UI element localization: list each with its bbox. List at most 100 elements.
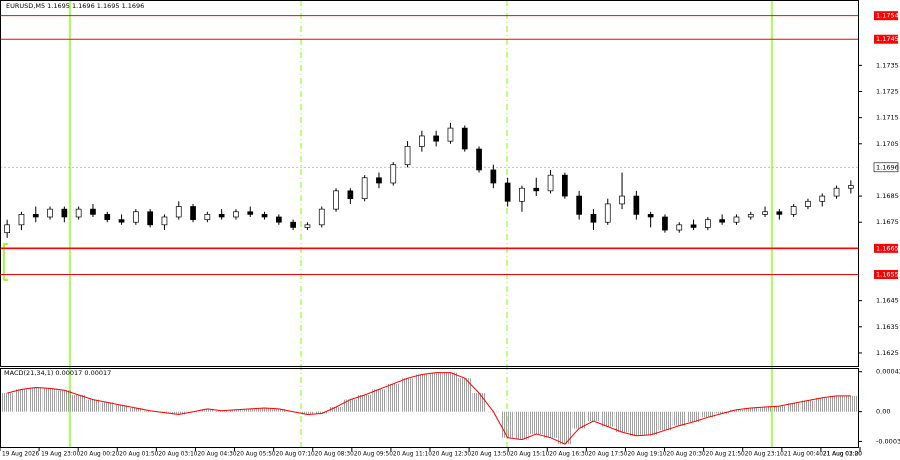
candle-body: [304, 224, 311, 228]
macd-bar: [658, 411, 672, 431]
candle-body: [847, 185, 854, 189]
macd-bar: [415, 374, 429, 412]
macd-bar: [515, 411, 529, 440]
macd-bar: [429, 372, 443, 412]
macd-bar: [729, 409, 744, 412]
candle-body: [247, 211, 254, 215]
candle-body: [447, 127, 454, 142]
x-tick-label: 20 Aug 08:30: [315, 452, 354, 458]
x-tick-label: 20 Aug 15:10: [510, 452, 549, 458]
candle-body: [318, 208, 325, 226]
candle-body: [719, 219, 726, 223]
x-tick-label: 20 Aug 05:50: [237, 452, 276, 458]
macd-bar: [272, 408, 286, 412]
candle-body: [333, 190, 339, 210]
macd-bar: [72, 394, 86, 412]
level-box: [874, 11, 898, 21]
candle-body: [218, 214, 225, 218]
macd-bar: [686, 411, 701, 422]
candle-body: [361, 177, 368, 200]
candle-body: [733, 216, 740, 223]
macd-bar: [29, 387, 43, 412]
candle-body: [547, 174, 554, 192]
macd-bar: [14, 389, 29, 412]
candle-body: [90, 208, 96, 215]
level-label: 1.1665: [876, 244, 899, 252]
last-price-box: [873, 162, 899, 173]
candle-body: [833, 187, 840, 197]
y-tick-label: 1.1675: [876, 218, 899, 226]
x-tick-label: 20 Aug 07:10: [276, 452, 315, 458]
x-tick-label: 20 Aug 17:50: [588, 452, 627, 458]
level-box: [874, 270, 898, 279]
price-frame: [0, 0, 859, 367]
macd-bar: [458, 378, 472, 412]
macd-bar: [815, 397, 829, 412]
x-tick-label: 20 Aug 00:20: [80, 452, 119, 458]
y-tick-label: 1.1715: [876, 114, 899, 122]
macd-bar: [100, 402, 114, 412]
macd-bar: [129, 407, 143, 412]
macd-bar: [300, 411, 315, 415]
x-tick-label: 20 Aug 20:30: [667, 452, 706, 458]
macd-bar: [315, 411, 329, 414]
x-tick-label: 20 Aug 16:30: [549, 452, 588, 458]
macd-bar: [758, 407, 772, 412]
x-tick-label: 20 Aug 01:50: [119, 452, 158, 458]
candle-body: [147, 211, 153, 226]
macd-bar: [472, 393, 486, 412]
macd-bar: [229, 409, 243, 412]
candle-body: [647, 214, 654, 218]
candle-body: [133, 211, 139, 223]
y-tick-label: 0.00043: [876, 368, 900, 376]
candle-body: [61, 208, 68, 218]
macd-bar: [744, 407, 758, 412]
macd-bar: [257, 407, 272, 412]
candle-body: [819, 195, 826, 202]
y-tick-label: 1.1735: [876, 61, 899, 69]
macd-bar: [615, 411, 629, 433]
candle-body: [161, 216, 168, 226]
level-label: 1.1655: [876, 271, 899, 279]
candle-body: [776, 211, 783, 215]
macd-bar: [586, 411, 601, 421]
candle-body: [376, 177, 382, 184]
x-tick-label: 20 Aug 21:50: [706, 452, 745, 458]
candle-body: [576, 195, 583, 215]
level-box: [874, 243, 898, 253]
candle-body: [504, 182, 511, 202]
macd-bar: [543, 411, 558, 438]
candle-body: [290, 221, 296, 228]
y-tick-label: 1.1625: [876, 349, 899, 357]
candle-body: [104, 214, 111, 220]
candle-body: [533, 187, 540, 192]
candle-body: [690, 224, 697, 228]
candle-body: [433, 135, 439, 142]
candle-body: [762, 211, 768, 215]
macd-bar: [443, 372, 458, 412]
y-tick-label: 1.1645: [876, 297, 899, 305]
candle-body: [118, 219, 125, 223]
candle-body: [233, 211, 239, 218]
candle-body: [590, 214, 597, 223]
candle-body: [790, 206, 797, 215]
candle-body: [662, 216, 668, 231]
macd-bar: [701, 411, 715, 418]
y-tick-label: 1.1635: [876, 323, 899, 331]
macd-bar: [715, 411, 729, 414]
macd-bar: [343, 399, 357, 412]
x-tick-label: 19 Aug 23:00: [41, 452, 80, 458]
macd-bar: [386, 383, 400, 412]
level-label: 1.1754: [876, 12, 899, 20]
candle-body: [604, 203, 611, 223]
candle-body: [390, 164, 397, 184]
x-tick-label: 21 Aug 00:40: [784, 452, 823, 458]
macd-bar: [558, 411, 572, 445]
macd-bar: [801, 400, 815, 412]
y-tick-label: 1.1725: [876, 88, 899, 96]
candle-body: [404, 146, 411, 166]
macd-bar: [601, 411, 615, 427]
macd-bar: [243, 408, 257, 412]
x-tick-label: 19 Aug 2026: [2, 452, 39, 458]
y-tick-label: 1.1705: [876, 140, 899, 148]
